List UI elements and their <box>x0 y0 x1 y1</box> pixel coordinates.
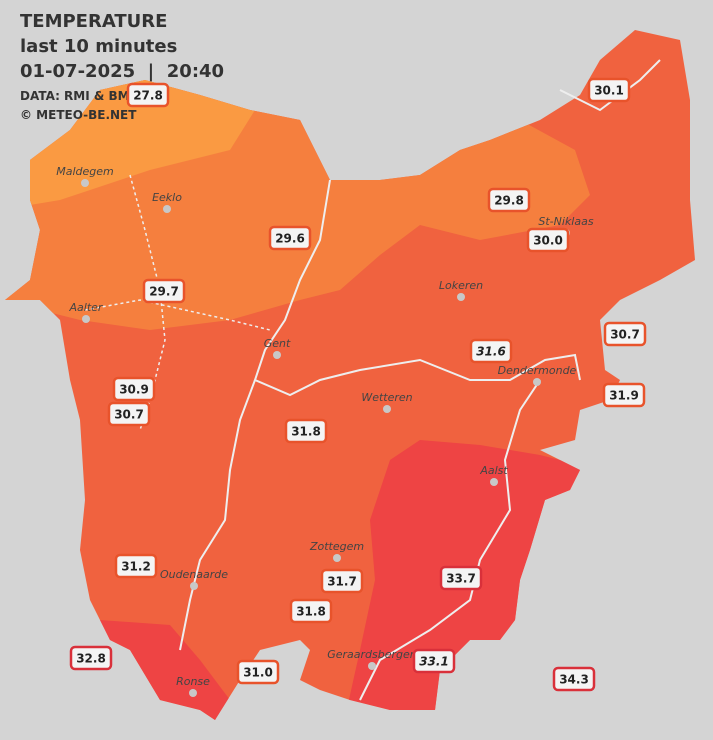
city-dot <box>383 405 391 413</box>
city-label: Oudenaarde <box>160 568 228 581</box>
station-box <box>268 225 312 251</box>
city-dot <box>533 378 541 386</box>
city-label: Geraardsbergen <box>327 648 417 661</box>
stations: 30.1 29.8 30.0 29.6 29.7 30.7 31.6 30.9 30.7 31.9… <box>69 77 647 692</box>
city-dot <box>333 554 341 562</box>
header: TEMPERATURE last 10 minutes 01-07-2025 |… <box>20 11 224 122</box>
station-box <box>126 82 170 108</box>
station-box <box>412 648 456 674</box>
station-temp: 31.0 <box>243 666 273 680</box>
cities: Maldegem Eeklo St-Niklaas Lokeren Aalter Gent… <box>56 165 594 697</box>
station-temp: 30.1 <box>594 84 624 98</box>
station-temp: 30.7 <box>114 408 144 422</box>
station-temp: 29.6 <box>275 232 305 246</box>
station-box <box>142 278 186 304</box>
station-temp: 30.0 <box>533 234 563 248</box>
station-temp: 30.7 <box>610 328 640 342</box>
city-label: Dendermonde <box>498 364 577 377</box>
station-box <box>526 227 570 253</box>
station-temp: 31.9 <box>609 389 639 403</box>
city-dot <box>163 205 171 213</box>
station-temp: 27.8 <box>133 89 163 103</box>
city-dot <box>81 179 89 187</box>
datetime: 01-07-2025 | 20:40 <box>20 61 224 82</box>
station-box <box>487 187 531 213</box>
station-temp: 29.7 <box>149 285 179 299</box>
city-label: Ronse <box>176 675 210 688</box>
station-box <box>603 321 647 347</box>
station-temp: 33.7 <box>446 572 476 586</box>
station-box <box>469 338 513 364</box>
source: DATA: RMI & BMKB <box>20 89 148 103</box>
station-box <box>107 401 151 427</box>
station-temp: 31.2 <box>121 560 151 574</box>
station-box <box>236 659 280 685</box>
city-dot <box>189 689 197 697</box>
city-label: Aalst <box>479 464 508 477</box>
station-box <box>439 565 483 591</box>
station-temp: 32.8 <box>76 652 106 666</box>
city-label: Lokeren <box>439 279 483 292</box>
station-box <box>320 568 364 594</box>
city-label: Eeklo <box>152 191 182 204</box>
city-dot <box>490 478 498 486</box>
title: TEMPERATURE <box>20 11 167 32</box>
station-temp: 31.8 <box>291 425 321 439</box>
station-temp: 31.6 <box>476 345 506 359</box>
station-box <box>289 598 333 624</box>
station-temp: 31.7 <box>327 575 357 589</box>
city-dot <box>457 293 465 301</box>
station-box <box>284 418 328 444</box>
city-label: St-Niklaas <box>538 215 593 228</box>
city-dot <box>368 662 376 670</box>
station-temp: 29.8 <box>494 194 524 208</box>
credit: © METEO-BE.NET <box>20 108 137 122</box>
city-label: Gent <box>264 337 291 350</box>
station-box <box>602 382 646 408</box>
city-dot <box>273 351 281 359</box>
station-box <box>69 645 113 671</box>
station-temp: 30.9 <box>119 383 149 397</box>
city-dot <box>190 582 198 590</box>
river <box>253 179 581 397</box>
city-label: Zottegem <box>309 540 364 553</box>
station-temp: 34.3 <box>559 673 589 687</box>
station-box <box>112 376 156 402</box>
station-temp: 33.1 <box>419 655 449 669</box>
city-dot <box>82 315 90 323</box>
station-box <box>587 77 631 103</box>
station-temp: 31.8 <box>296 605 326 619</box>
city-label: Wetteren <box>361 391 412 404</box>
river <box>359 379 541 701</box>
station-box <box>552 666 596 692</box>
city-label: Maldegem <box>56 165 114 178</box>
station-box <box>114 553 158 579</box>
subtitle: last 10 minutes <box>20 36 177 57</box>
rivers <box>179 59 661 701</box>
city-label: Aalter <box>69 301 104 314</box>
river <box>179 379 256 651</box>
railway <box>84 299 271 331</box>
